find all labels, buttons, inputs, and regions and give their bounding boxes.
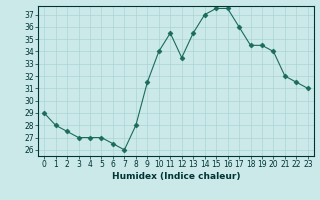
X-axis label: Humidex (Indice chaleur): Humidex (Indice chaleur) xyxy=(112,172,240,181)
